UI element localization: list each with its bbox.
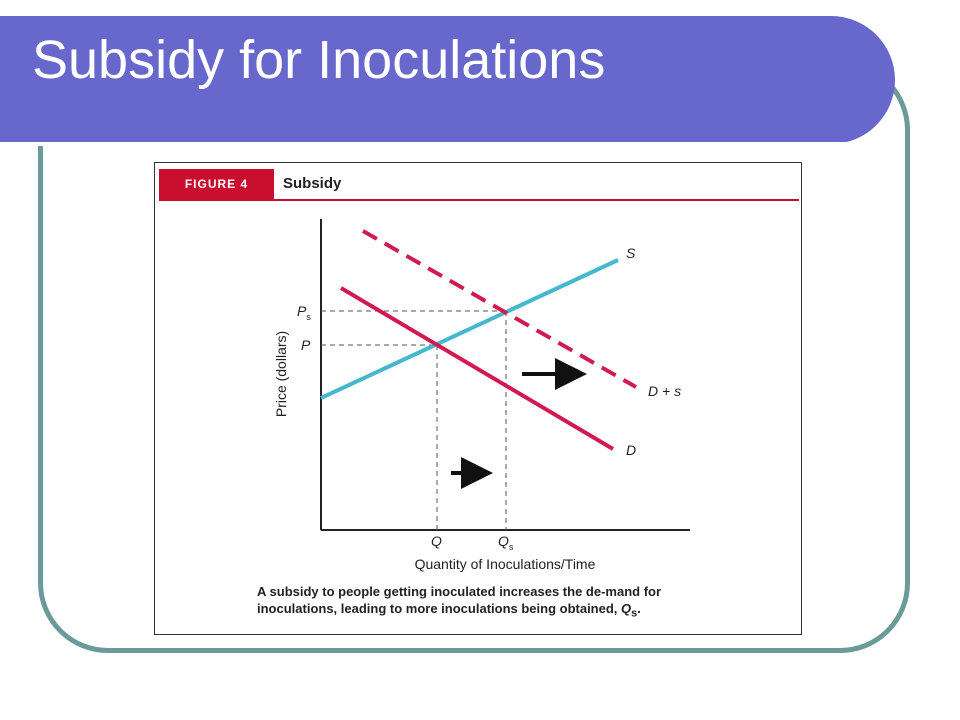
demand-label: D — [626, 442, 636, 458]
title-bar — [0, 16, 895, 146]
x-tick-qs: Qs — [498, 533, 514, 552]
y-tick-p-main: P — [301, 337, 311, 353]
caption-period: . — [637, 601, 641, 616]
supply-demand-chart: S D D + s Ps P Q Qs Quantity of Inoculat… — [273, 219, 690, 572]
figure-panel: FIGURE 4 Subsidy S D D + s Ps P Q — [154, 162, 802, 635]
y-tick-ps-sub: s — [306, 312, 311, 322]
demand-curve — [339, 286, 615, 451]
x-tick-qs-sub: s — [509, 542, 514, 552]
y-tick-ps-main: P — [297, 303, 307, 319]
demand-plus-subsidy-label: D + s — [648, 383, 681, 399]
y-axis-title: Price (dollars) — [273, 331, 289, 417]
x-axis-title: Quantity of Inoculations/Time — [415, 556, 596, 572]
supply-curve — [320, 258, 619, 400]
figure-caption: A subsidy to people getting inoculated i… — [257, 583, 697, 623]
title-underline — [0, 142, 848, 146]
y-tick-ps: Ps — [297, 303, 311, 322]
slide-title: Subsidy for Inoculations — [32, 30, 606, 90]
x-tick-q: Q — [431, 533, 442, 549]
caption-symbol: Q — [621, 601, 632, 616]
demand-plus-subsidy-curve — [362, 229, 637, 389]
y-tick-p: P — [301, 337, 311, 353]
figure-title: Subsidy — [283, 175, 342, 192]
figure-header: FIGURE 4 Subsidy — [159, 169, 799, 201]
figure-number-tag: FIGURE 4 — [159, 169, 274, 199]
caption-text: A subsidy to people getting inoculated i… — [257, 584, 662, 616]
supply-label: S — [626, 245, 636, 261]
x-tick-qs-main: Q — [498, 533, 509, 549]
x-tick-q-main: Q — [431, 533, 442, 549]
caption-subscript: s — [631, 607, 638, 620]
